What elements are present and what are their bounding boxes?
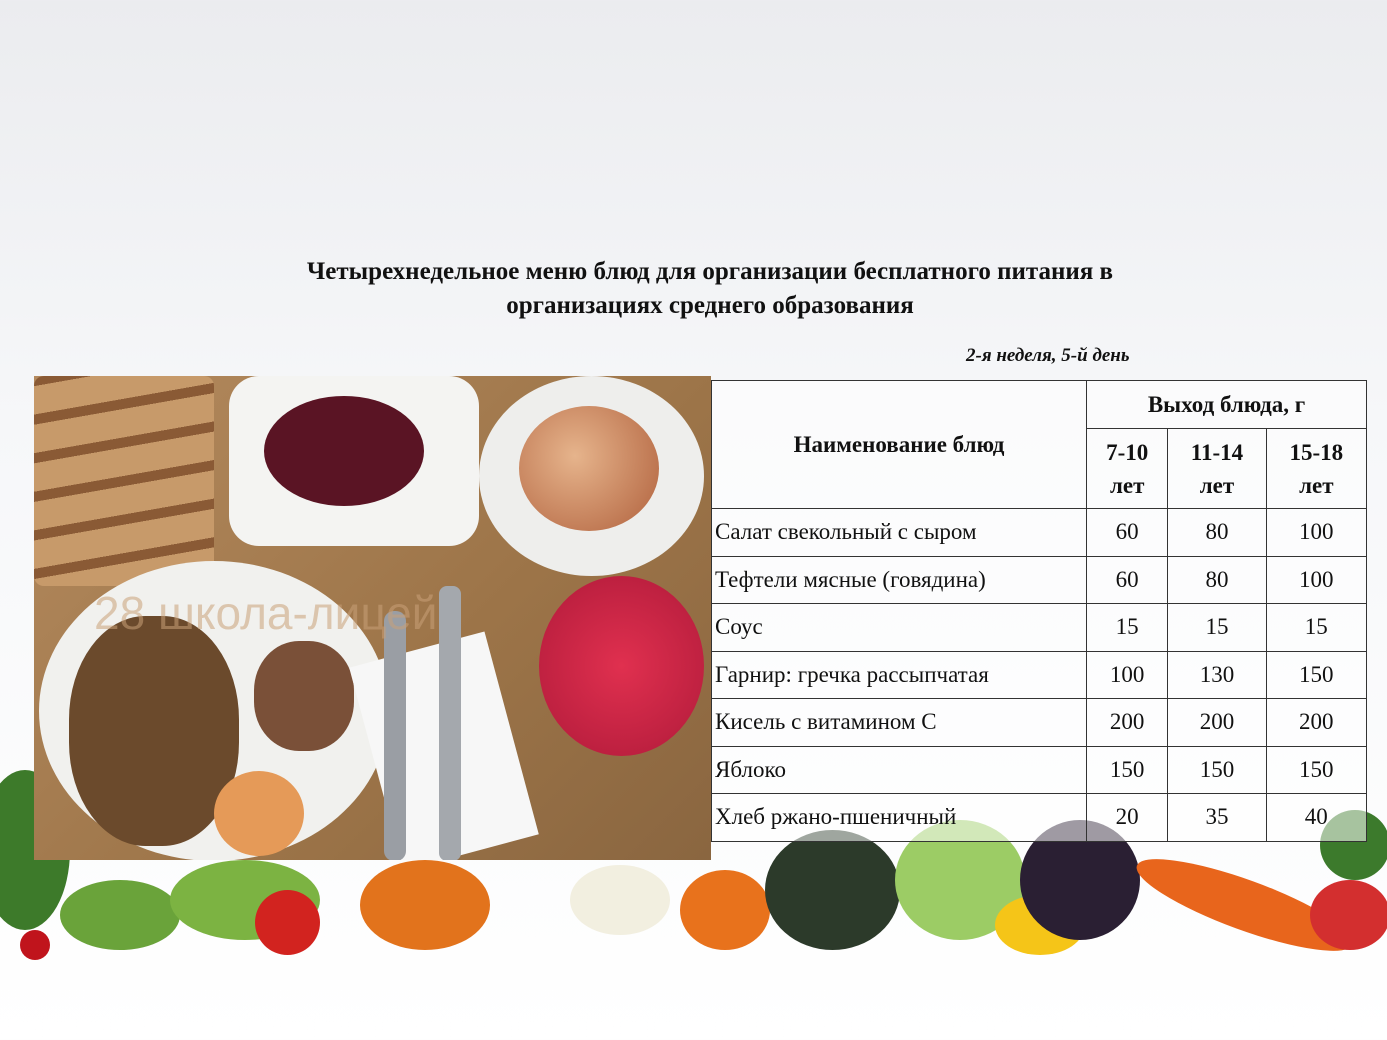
week-day-subtitle: 2-я неделя, 5-й день xyxy=(966,345,1130,366)
yield-value: 80 xyxy=(1167,555,1267,604)
yield-value: 100 xyxy=(1265,555,1368,604)
yield-value: 35 xyxy=(1167,793,1267,842)
table-row: Кисель с витамином С 200 200 200 xyxy=(711,698,1368,747)
meal-photo: 28 школа-лицей xyxy=(34,376,711,860)
yield-value: 100 xyxy=(1085,650,1169,699)
yield-header: Выход блюда, г xyxy=(1086,380,1367,429)
yield-value: 15 xyxy=(1085,603,1169,652)
yield-value: 130 xyxy=(1167,650,1267,699)
dish-name: Кисель с витамином С xyxy=(711,698,1087,747)
table-row: Салат свекольный с сыром 60 80 100 xyxy=(711,508,1368,557)
yield-value: 100 xyxy=(1265,508,1368,557)
table-row: Гарнир: гречка рассыпчатая 100 130 150 xyxy=(711,650,1368,699)
yield-value: 150 xyxy=(1167,745,1267,794)
yield-value: 80 xyxy=(1167,508,1267,557)
dish-name: Салат свекольный с сыром xyxy=(711,508,1087,557)
yield-value: 60 xyxy=(1085,555,1169,604)
dish-name: Хлеб ржано-пшеничный xyxy=(711,793,1087,842)
yield-value: 200 xyxy=(1085,698,1169,747)
yield-value: 20 xyxy=(1085,793,1169,842)
dish-name: Гарнир: гречка рассыпчатая xyxy=(711,650,1087,699)
yield-value: 15 xyxy=(1167,603,1267,652)
dish-name: Тефтели мясные (говядина) xyxy=(711,555,1087,604)
table-row: Хлеб ржано-пшеничный 20 35 40 xyxy=(711,793,1368,842)
photo-watermark: 28 школа-лицей xyxy=(94,587,438,639)
yield-value: 150 xyxy=(1265,745,1368,794)
age-group-header: 15-18 лет xyxy=(1265,428,1368,509)
menu-table: Наименование блюд Выход блюда, г 7-10 лет… xyxy=(711,380,1368,842)
page-title: Четырехнедельное меню блюд для организац… xyxy=(306,258,1114,319)
name-header: Наименование блюд xyxy=(711,380,1087,509)
yield-value: 60 xyxy=(1085,508,1169,557)
table-row: Тефтели мясные (говядина) 60 80 100 xyxy=(711,555,1368,604)
age-group-header: 11-14 лет xyxy=(1167,428,1267,509)
yield-value: 150 xyxy=(1085,745,1169,794)
dish-name: Яблоко xyxy=(711,745,1087,794)
table-row: Яблоко 150 150 150 xyxy=(711,745,1368,794)
age-group-header: 7-10 лет xyxy=(1085,428,1169,509)
yield-value: 15 xyxy=(1265,603,1368,652)
table-row: Соус 15 15 15 xyxy=(711,603,1368,652)
yield-value: 200 xyxy=(1167,698,1267,747)
yield-value: 150 xyxy=(1265,650,1368,699)
yield-value: 200 xyxy=(1265,698,1368,747)
yield-value: 40 xyxy=(1265,793,1368,842)
dish-name: Соус xyxy=(711,603,1087,652)
